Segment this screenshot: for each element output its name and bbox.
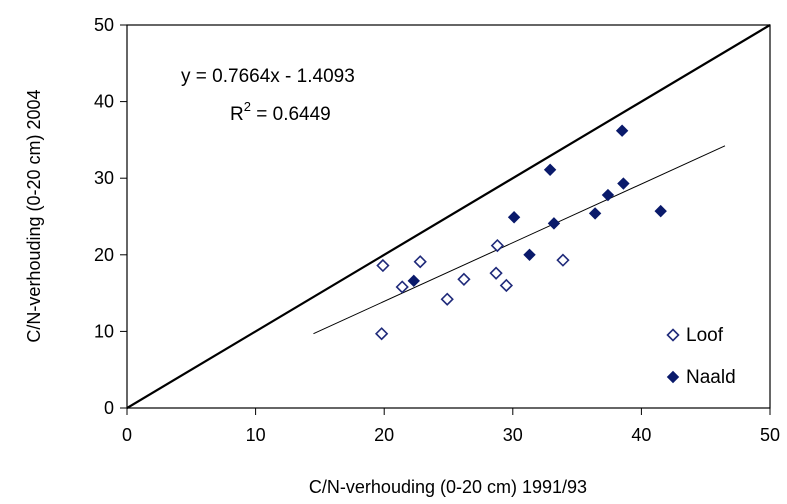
legend-label-loof: Loof xyxy=(686,325,724,346)
x-tick-label-1: 10 xyxy=(246,425,266,445)
point-naald-8 xyxy=(617,177,630,190)
y-axis: 0 10 20 30 40 50 xyxy=(94,15,127,418)
y-tick-label-5: 50 xyxy=(94,15,114,35)
y-tick-label-3: 30 xyxy=(94,168,114,188)
x-tick-label-4: 40 xyxy=(631,425,651,445)
point-loof-1 xyxy=(376,258,390,273)
x-axis: 0 10 20 30 40 50 xyxy=(122,408,780,445)
legend-label-naald: Naald xyxy=(686,367,736,388)
point-naald-9 xyxy=(654,204,667,218)
y-axis-title: C/N-verhouding (0-20 cm) 2004 xyxy=(24,89,44,342)
x-tick-label-3: 30 xyxy=(503,425,523,445)
r2-value: = 0.6449 xyxy=(251,104,331,125)
point-naald-4 xyxy=(547,217,561,230)
point-naald-6 xyxy=(601,188,615,202)
point-loof-3 xyxy=(413,255,427,269)
x-tick-label-5: 50 xyxy=(760,425,780,445)
x-axis-title: C/N-verhouding (0-20 cm) 1991/93 xyxy=(309,477,587,497)
trendline-equation: y = 0.7664x - 1.4093 xyxy=(181,66,355,87)
point-loof-4 xyxy=(440,292,454,306)
point-naald-2 xyxy=(523,248,536,262)
legend: Loof Naald xyxy=(666,325,736,388)
y-tick-label-4: 40 xyxy=(94,92,114,112)
point-loof-7 xyxy=(490,238,504,253)
point-loof-6 xyxy=(489,266,503,280)
point-naald-3 xyxy=(543,163,557,176)
y-tick-label-2: 20 xyxy=(94,245,114,265)
r2-superscript: 2 xyxy=(244,99,251,114)
y-tick-label-0: 0 xyxy=(104,398,114,418)
point-loof-8 xyxy=(499,278,514,293)
point-naald-7 xyxy=(615,124,629,137)
point-loof-9 xyxy=(556,253,570,267)
point-naald-5 xyxy=(588,207,602,220)
point-loof-5 xyxy=(457,272,471,286)
r2-prefix: R xyxy=(230,104,244,125)
data-points xyxy=(374,124,667,341)
reference-line-1to1 xyxy=(126,24,771,409)
y-tick-label-1: 10 xyxy=(94,321,114,341)
legend-marker-loof xyxy=(666,328,680,342)
point-naald-1 xyxy=(507,211,521,224)
x-tick-label-2: 20 xyxy=(374,425,394,445)
legend-marker-naald xyxy=(666,370,680,384)
point-loof-0 xyxy=(374,327,389,341)
x-tick-label-0: 0 xyxy=(122,425,132,445)
point-loof-2 xyxy=(395,280,409,294)
trendline xyxy=(313,145,726,335)
point-naald-0 xyxy=(407,274,420,288)
trendline-r2: R2 = 0.6449 xyxy=(230,99,331,125)
